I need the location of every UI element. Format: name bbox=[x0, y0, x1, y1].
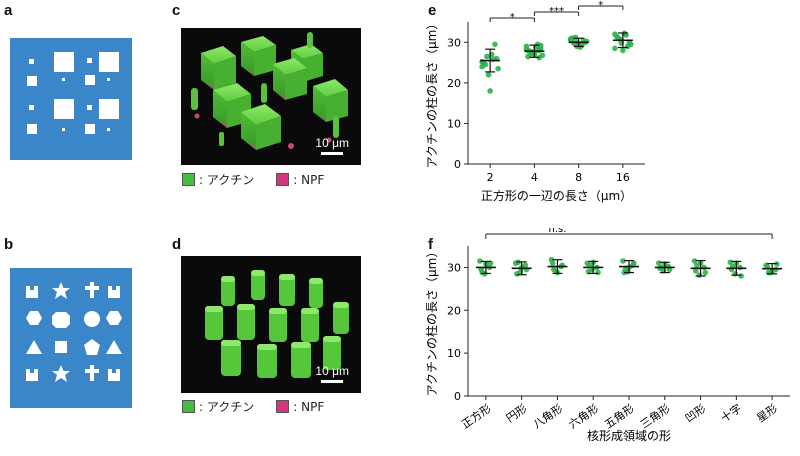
data-point bbox=[551, 266, 557, 273]
data-point bbox=[595, 269, 601, 276]
y-tick-label: 0 bbox=[454, 390, 461, 403]
data-point bbox=[477, 258, 483, 264]
actin-swatch bbox=[182, 173, 195, 186]
x-tick-label: 五角形 bbox=[602, 402, 636, 432]
scale-bar-line bbox=[321, 380, 344, 383]
data-point bbox=[628, 41, 634, 48]
shape-pattern-figure bbox=[10, 268, 132, 408]
panel-label-e: e bbox=[428, 2, 437, 19]
panel-label-d: d bbox=[172, 236, 182, 253]
data-point bbox=[702, 269, 709, 276]
chart-f: 0 10 20 30 正方形 円形 八角形 六角形 五角形 三角形 凹形 十字 星形 アクチンの柱の長さ（… bbox=[424, 228, 790, 443]
x-axis-title: 正方形の一辺の長さ（μm） bbox=[481, 188, 632, 203]
data-point bbox=[623, 32, 629, 38]
legend-actin-label: : アクチン bbox=[199, 173, 255, 187]
legend-actin-label: : アクチン bbox=[199, 400, 255, 414]
data-point bbox=[572, 34, 579, 41]
x-tick-label: 六角形 bbox=[566, 402, 600, 432]
x-axis-title: 核形成領域の形 bbox=[587, 428, 671, 443]
x-tick-label: 正方形 bbox=[459, 401, 494, 431]
legend-npf-label: : NPF bbox=[293, 399, 325, 414]
y-tick-label: 0 bbox=[454, 158, 461, 171]
x-tick-label: 星形 bbox=[754, 402, 779, 425]
data-point bbox=[537, 42, 544, 49]
data-point bbox=[484, 53, 490, 60]
data-point bbox=[701, 264, 707, 271]
npf-swatch bbox=[276, 173, 290, 186]
x-tick-label: 円形 bbox=[504, 402, 529, 425]
data-point bbox=[692, 268, 699, 274]
npf-swatch bbox=[276, 400, 290, 413]
micrograph-square-actin: 10 μm bbox=[181, 28, 361, 165]
data-point bbox=[549, 260, 556, 266]
data-point bbox=[487, 88, 493, 94]
x-tick-label: 16 bbox=[616, 171, 630, 184]
data-point bbox=[622, 266, 629, 273]
data-point bbox=[737, 264, 743, 271]
y-tick-label: 30 bbox=[447, 261, 461, 274]
data-point bbox=[514, 271, 520, 277]
legend-c: : アクチン : NPF bbox=[182, 171, 324, 188]
data-point bbox=[732, 271, 738, 277]
data-point bbox=[612, 45, 618, 52]
scale-bar-d: 10 μm bbox=[315, 364, 349, 383]
data-point bbox=[696, 272, 703, 278]
data-point bbox=[485, 71, 492, 78]
scale-bar-label: 10 μm bbox=[315, 136, 349, 150]
x-tick-label: 八角形 bbox=[531, 402, 565, 432]
x-tick-label: 凹形 bbox=[683, 402, 708, 425]
data-point bbox=[492, 41, 498, 48]
data-point bbox=[620, 47, 626, 54]
data-point bbox=[479, 63, 485, 70]
x-tick-label: 三角形 bbox=[638, 402, 672, 432]
scale-bar-line bbox=[321, 152, 344, 155]
x-tick-label: 8 bbox=[575, 171, 582, 184]
data-point bbox=[583, 38, 590, 45]
scale-bar-c: 10 μm bbox=[315, 136, 349, 155]
data-point bbox=[631, 260, 637, 266]
y-tick-label: 20 bbox=[447, 77, 461, 90]
y-tick-label: 30 bbox=[447, 36, 461, 49]
data-point bbox=[495, 65, 501, 72]
significance-label: * bbox=[510, 12, 515, 23]
data-point bbox=[738, 273, 744, 279]
legend-npf-label: : NPF bbox=[293, 172, 325, 187]
panel-label-c: c bbox=[172, 2, 181, 19]
significance-label: * bbox=[598, 0, 603, 11]
y-axis-title: アクチンの柱の長さ（μm） bbox=[424, 18, 439, 169]
micrograph-shape-actin: 10 μm bbox=[181, 256, 361, 393]
micrograph-d-image bbox=[205, 270, 349, 378]
panel-label-a: a bbox=[4, 2, 13, 19]
x-tick-label: 2 bbox=[487, 171, 494, 184]
data-point bbox=[765, 269, 772, 276]
y-tick-label: 10 bbox=[447, 117, 461, 130]
data-point bbox=[579, 42, 585, 49]
x-tick-label: 4 bbox=[531, 171, 538, 184]
legend-d: : アクチン : NPF bbox=[182, 398, 324, 415]
micrograph-c-image bbox=[191, 32, 348, 150]
data-point bbox=[691, 258, 698, 264]
ns-label: n.s. bbox=[548, 228, 566, 235]
significance-label: *** bbox=[549, 6, 564, 17]
actin-swatch bbox=[182, 400, 195, 413]
scale-bar-label: 10 μm bbox=[315, 364, 349, 378]
panel-label-b: b bbox=[4, 236, 14, 253]
data-point bbox=[567, 37, 574, 43]
y-tick-label: 20 bbox=[447, 304, 461, 317]
y-axis-title: アクチンの柱の長さ（μm） bbox=[424, 246, 439, 397]
data-point bbox=[479, 269, 486, 276]
square-pattern-figure bbox=[10, 38, 132, 160]
panel-label-f: f bbox=[428, 236, 433, 253]
y-tick-label: 10 bbox=[447, 347, 461, 360]
x-tick-label: 十字 bbox=[718, 401, 744, 425]
data-point bbox=[694, 262, 700, 269]
data-point bbox=[620, 258, 626, 264]
data-point bbox=[525, 47, 531, 54]
